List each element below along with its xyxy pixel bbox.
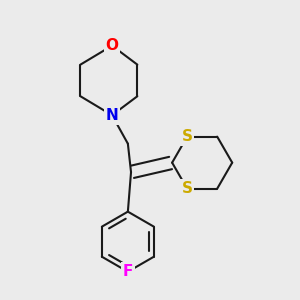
Text: N: N [106, 108, 118, 123]
Text: S: S [182, 129, 193, 144]
Text: S: S [182, 181, 193, 196]
Text: F: F [123, 264, 133, 279]
Text: O: O [106, 38, 118, 53]
